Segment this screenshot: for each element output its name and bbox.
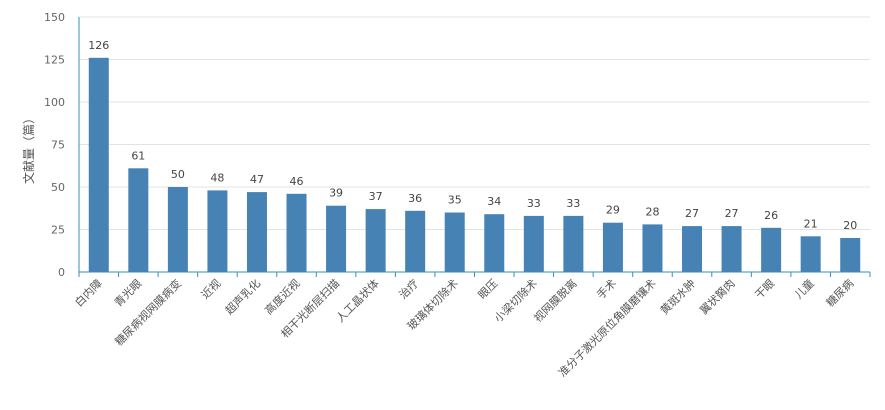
axes xyxy=(78,17,871,277)
x-tick-label: 超声乳化 xyxy=(222,276,263,317)
gridlines xyxy=(79,16,870,230)
bar-value-label: 33 xyxy=(566,197,580,210)
x-tick-label: 糖尿病视网膜病变 xyxy=(112,276,184,348)
bar xyxy=(405,210,426,272)
bar-value-label: 61 xyxy=(131,149,145,162)
x-tick-label: 糖尿病 xyxy=(823,276,856,309)
bar xyxy=(246,192,267,272)
y-tick-label: 50 xyxy=(51,181,65,194)
bar-value-label: 26 xyxy=(764,209,778,222)
bar-value-label: 36 xyxy=(408,192,422,205)
bar-value-label: 35 xyxy=(448,194,462,207)
x-tick-label: 翼状胬肉 xyxy=(697,276,738,317)
bar-value-label: 46 xyxy=(290,175,304,188)
bar-value-label: 47 xyxy=(250,173,264,186)
bar xyxy=(484,214,505,272)
x-tick-label: 近视 xyxy=(198,276,223,301)
bar xyxy=(523,215,544,272)
bar xyxy=(563,215,584,272)
y-tick-label: 100 xyxy=(44,96,65,109)
bar xyxy=(207,190,228,272)
bar xyxy=(128,168,149,272)
x-tick-label: 治疗 xyxy=(396,276,421,301)
bar-value-label: 27 xyxy=(685,207,699,220)
bar-value-label: 50 xyxy=(171,168,185,181)
y-tick-label: 150 xyxy=(44,11,65,24)
y-tick-label: 75 xyxy=(51,139,65,152)
x-tick-label: 儿童 xyxy=(791,276,816,301)
y-axis-title: 文献量（篇） xyxy=(21,112,36,184)
bar-value-label: 21 xyxy=(804,217,818,230)
bar xyxy=(444,212,465,272)
bar-value-label: 29 xyxy=(606,204,620,217)
x-tick-label: 青光眼 xyxy=(111,276,144,309)
bar-value-label: 33 xyxy=(527,197,541,210)
bar xyxy=(286,193,307,272)
y-tick-label: 25 xyxy=(51,224,65,237)
y-tick-label: 0 xyxy=(58,266,65,279)
bar-value-label: 20 xyxy=(843,219,857,232)
bar xyxy=(642,224,663,272)
bar xyxy=(721,226,742,272)
bar-value-label: 28 xyxy=(645,205,659,218)
data-labels: 126 61 50 48 47 46 39 37 36 35 34 33 33 29 28 27 27 26 21 2… xyxy=(88,39,857,232)
bar xyxy=(602,222,623,272)
bar xyxy=(88,57,109,272)
bar xyxy=(761,227,782,272)
x-tick-label: 眼压 xyxy=(476,277,501,302)
bar xyxy=(326,205,347,272)
bar-value-label: 37 xyxy=(369,190,383,203)
bar-value-label: 48 xyxy=(210,171,224,184)
bar xyxy=(800,236,821,272)
y-tick-label: 125 xyxy=(44,54,65,67)
bar xyxy=(682,226,703,272)
bar xyxy=(365,209,386,272)
bars xyxy=(88,57,861,272)
x-tick-label: 人工晶状体 xyxy=(333,276,382,325)
x-tick-label: 黄斑水肿 xyxy=(657,276,698,317)
bar-value-label: 39 xyxy=(329,187,343,200)
bar xyxy=(167,187,188,272)
bar-value-label: 126 xyxy=(88,39,109,52)
x-tick-label: 高度近视 xyxy=(262,276,303,317)
x-tick-label: 干眼 xyxy=(752,277,777,302)
bar-value-label: 27 xyxy=(725,207,739,220)
x-tick-label: 视网膜脱离 xyxy=(531,276,580,325)
bar xyxy=(840,238,861,272)
x-tick-label: 白内障 xyxy=(72,276,105,309)
bar-value-label: 34 xyxy=(487,195,501,208)
x-tick-label: 手术 xyxy=(594,276,619,301)
